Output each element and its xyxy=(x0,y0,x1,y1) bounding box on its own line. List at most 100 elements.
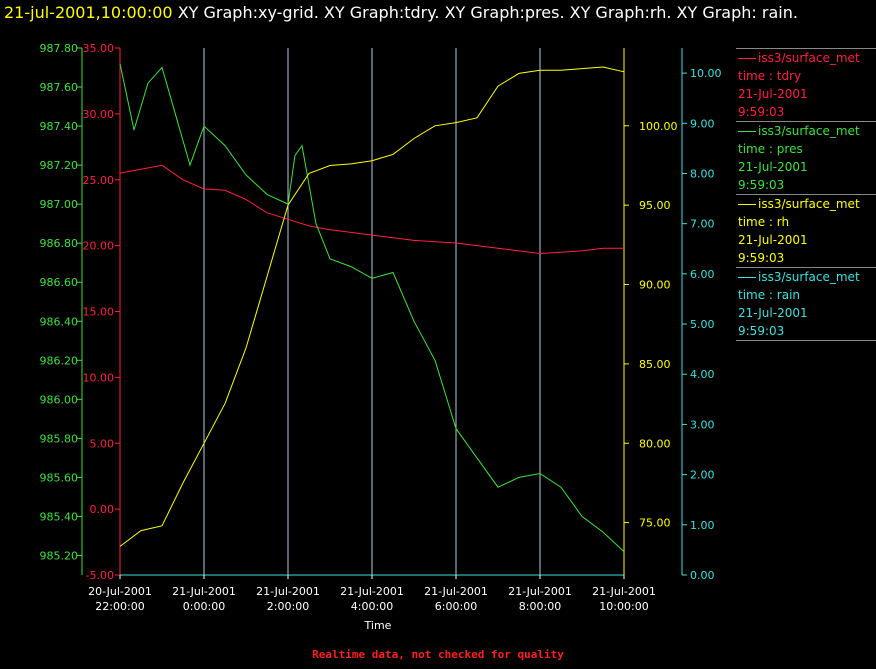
legend-time-text: 9:59:03 xyxy=(738,324,785,338)
pres-tick-label: 985.20 xyxy=(40,549,79,562)
legend-date-text: 21-Jul-2001 xyxy=(738,306,808,320)
legend-time-text: 9:59:03 xyxy=(738,105,785,119)
rain-tick-label: 1.00 xyxy=(690,519,715,532)
legend-time: 9:59:03 xyxy=(736,103,876,121)
x-axis-ticks: 20-Jul-2001 22:00:00 21-Jul-2001 0:00:00 21-… xyxy=(88,575,656,613)
legend-field: time : rain xyxy=(736,286,876,304)
x-tick-time: 10:00:00 xyxy=(599,600,648,613)
legend-source-text: iss3/surface_met xyxy=(758,124,860,138)
tdry-tick-label: 25.00 xyxy=(83,174,115,187)
x-tick-date: 21-Jul-2001 xyxy=(256,585,320,598)
legend-field: time : tdry xyxy=(736,67,876,85)
legend-field-text: time : rh xyxy=(738,215,790,229)
legend-date-text: 21-Jul-2001 xyxy=(738,160,808,174)
legend-source-text: iss3/surface_met xyxy=(758,270,860,284)
pres-tick-label: 987.20 xyxy=(40,159,79,172)
legend-field-text: time : pres xyxy=(738,142,803,156)
rh-tick-label: 95.00 xyxy=(639,199,671,212)
legend-time: 9:59:03 xyxy=(736,322,876,340)
x-tick-time: 22:00:00 xyxy=(95,600,144,613)
pres-series-line xyxy=(119,63,625,552)
tdry-tick-label: 5.00 xyxy=(90,437,115,450)
x-tick-date: 21-Jul-2001 xyxy=(508,585,572,598)
legend-swatch xyxy=(738,277,756,278)
legend-source: iss3/surface_met xyxy=(736,122,876,140)
pres-tick-label: 987.40 xyxy=(40,120,79,133)
x-tick-time: 2:00:00 xyxy=(267,600,309,613)
rain-tick-label: 3.00 xyxy=(690,418,715,431)
tdry-tick-label: 20.00 xyxy=(83,240,115,253)
tdry-series-line xyxy=(119,164,624,255)
header-graph-list: XY Graph:xy-grid. XY Graph:tdry. XY Grap… xyxy=(177,3,798,22)
tdry-tick-label: 35.00 xyxy=(83,42,115,55)
rh-tick-label: 100.00 xyxy=(639,120,678,133)
legend-time-text: 9:59:03 xyxy=(738,251,785,265)
vertical-grid xyxy=(203,48,541,575)
x-tick-time: 4:00:00 xyxy=(351,600,393,613)
x-tick-date: 21-Jul-2001 xyxy=(172,585,236,598)
pres-tick-label: 986.20 xyxy=(40,354,79,367)
legend-source: iss3/surface_met xyxy=(736,268,876,286)
legend-time-text: 9:59:03 xyxy=(738,178,785,192)
tdry-tick-label: 0.00 xyxy=(90,503,115,516)
legend-source: iss3/surface_met xyxy=(736,195,876,213)
legend-field: time : pres xyxy=(736,140,876,158)
rh-tick-label: 75.00 xyxy=(639,517,671,530)
rh-tick-label: 80.00 xyxy=(639,437,671,450)
graph-header: 21-jul-2001,10:00:00 XY Graph:xy-grid. X… xyxy=(4,2,864,24)
legend: iss3/surface_met time : tdry 21-Jul-2001 9:… xyxy=(736,48,876,341)
x-tick-time: 6:00:00 xyxy=(435,600,477,613)
legend-source: iss3/surface_met xyxy=(736,49,876,67)
pres-tick-label: 986.60 xyxy=(40,276,79,289)
tdry-tick-label: 10.00 xyxy=(83,371,115,384)
legend-source-text: iss3/surface_met xyxy=(758,197,860,211)
rain-tick-label: 7.00 xyxy=(690,218,715,231)
x-tick-time: 0:00:00 xyxy=(183,600,225,613)
rain-tick-label: 5.00 xyxy=(690,318,715,331)
rh-series-line xyxy=(119,66,625,547)
rain-tick-label: 8.00 xyxy=(690,167,715,180)
legend-date: 21-Jul-2001 xyxy=(736,304,876,322)
pres-tick-label: 986.80 xyxy=(40,237,79,250)
x-tick-time: 8:00:00 xyxy=(519,600,561,613)
legend-time: 9:59:03 xyxy=(736,176,876,194)
rh-tick-label: 85.00 xyxy=(639,358,671,371)
rh-tick-label: 90.00 xyxy=(639,279,671,292)
legend-field: time : rh xyxy=(736,213,876,231)
pres-tick-label: 985.60 xyxy=(40,471,79,484)
pres-tick-label: 987.80 xyxy=(40,42,79,55)
pres-tick-label: 987.00 xyxy=(40,198,79,211)
rain-tick-label: 2.00 xyxy=(690,469,715,482)
legend-field-text: time : tdry xyxy=(738,69,802,83)
header-timestamp: 21-jul-2001,10:00:00 xyxy=(4,3,173,22)
rain-tick-label: 4.00 xyxy=(690,368,715,381)
legend-date-text: 21-Jul-2001 xyxy=(738,233,808,247)
tdry-tick-label: 30.00 xyxy=(83,108,115,121)
legend-date: 21-Jul-2001 xyxy=(736,85,876,103)
legend-date-text: 21-Jul-2001 xyxy=(738,87,808,101)
legend-swatch xyxy=(738,131,756,132)
pres-tick-label: 986.00 xyxy=(40,393,79,406)
x-tick-date: 21-Jul-2001 xyxy=(592,585,656,598)
legend-swatch xyxy=(738,58,756,59)
tdry-tick-label: 15.00 xyxy=(83,306,115,319)
quality-note: Realtime data, not checked for quality xyxy=(312,648,564,661)
rain-tick-label: 0.00 xyxy=(690,569,715,582)
x-tick-date: 21-Jul-2001 xyxy=(340,585,404,598)
x-tick-date: 21-Jul-2001 xyxy=(424,585,488,598)
pres-tick-label: 987.60 xyxy=(40,81,79,94)
tdry-tick-label: -5.00 xyxy=(86,569,114,582)
legend-time: 9:59:03 xyxy=(736,249,876,267)
legend-date: 21-Jul-2001 xyxy=(736,158,876,176)
legend-date: 21-Jul-2001 xyxy=(736,231,876,249)
rain-tick-label: 9.00 xyxy=(690,117,715,130)
pres-tick-label: 986.40 xyxy=(40,315,79,328)
chart-axes: 985.20 985.40 985.60 985.80 986.00 986.20 986.… xyxy=(40,42,722,582)
legend-field-text: time : rain xyxy=(738,288,801,302)
rain-tick-label: 10.00 xyxy=(690,67,722,80)
